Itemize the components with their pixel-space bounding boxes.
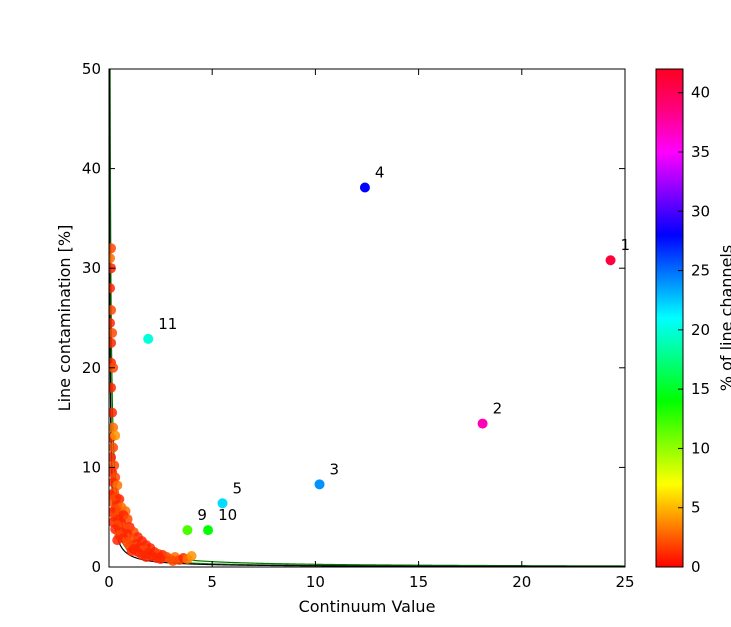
colorbar-axis: 0 5 10 15 20 25 30 35 40 [678, 84, 710, 576]
point-label-3: 3 [330, 460, 340, 478]
data-point [109, 337, 117, 348]
labeled-point-11 [143, 333, 154, 344]
plot-frame [108, 68, 626, 568]
x-tick-label: 20 [512, 573, 531, 591]
labeled-point-3 [314, 479, 325, 490]
x-axis: 0 5 10 15 20 25 [104, 69, 635, 591]
colorbar-tick-label: 10 [691, 439, 710, 457]
data-point [109, 283, 116, 294]
colorbar-tick-label: 20 [691, 321, 710, 339]
y-tick-label: 0 [91, 558, 101, 576]
data-point [109, 452, 117, 463]
colorbar [655, 68, 684, 568]
point-label-4: 4 [375, 164, 385, 182]
x-tick-label: 10 [306, 573, 325, 591]
y-tick-label: 20 [82, 359, 101, 377]
labeled-point-9 [182, 525, 193, 536]
data-point [126, 546, 137, 557]
point-label-2: 2 [493, 400, 503, 418]
data-point [112, 535, 123, 546]
labeled-point-2 [477, 418, 488, 429]
data-point [109, 327, 118, 338]
colorbar-tick-label: 0 [691, 558, 701, 576]
colorbar-tick-label: 30 [691, 202, 710, 220]
data-point [109, 317, 116, 328]
x-tick-label: 15 [409, 573, 428, 591]
data-point [109, 305, 117, 316]
colorbar-title: % of line channels [717, 245, 731, 391]
y-tick-label: 30 [82, 259, 101, 277]
labeled-point-4 [359, 182, 370, 193]
point-label-5: 5 [233, 479, 243, 497]
y-tick-label: 50 [82, 60, 101, 78]
data-point [110, 430, 121, 441]
colorbar-tick-label: 5 [691, 499, 701, 517]
y-axis: 0 10 20 30 40 50 [82, 60, 625, 576]
data-point [109, 442, 119, 453]
data-point [167, 556, 178, 567]
data-point [155, 554, 166, 565]
data-point [141, 552, 152, 563]
x-tick-label: 5 [207, 573, 217, 591]
plot-content [109, 69, 625, 567]
x-tick-label: 25 [615, 573, 634, 591]
fit-curve-3 [109, 69, 625, 567]
y-tick-label: 10 [82, 458, 101, 476]
colorbar-tick-label: 15 [691, 380, 710, 398]
data-point [109, 243, 117, 254]
labeled-point-10 [203, 525, 214, 536]
point-label-10: 10 [218, 506, 237, 524]
point-label-9: 9 [197, 506, 207, 524]
colorbar-tick-label: 40 [691, 84, 710, 102]
data-point [109, 407, 118, 418]
y-axis-title: Line contamination [%] [55, 225, 74, 412]
x-tick-label: 0 [104, 573, 114, 591]
labeled-point-5 [217, 498, 228, 509]
point-label-11: 11 [158, 315, 177, 333]
colorbar-tick-label: 25 [691, 262, 710, 280]
data-point [109, 422, 119, 433]
labeled-point-1 [605, 255, 616, 266]
colorbar-tick-label: 35 [691, 143, 710, 161]
data-point [109, 382, 117, 393]
x-axis-title: Continuum Value [299, 597, 436, 616]
data-point [109, 253, 116, 264]
y-tick-label: 40 [82, 160, 101, 178]
data-point [186, 551, 197, 562]
